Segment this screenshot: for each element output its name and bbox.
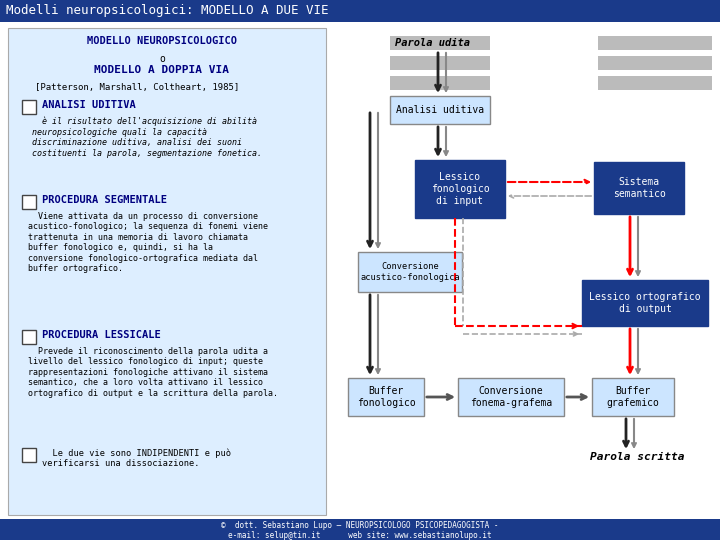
- Bar: [0, 0, 720, 22]
- Bar: [358, 252, 462, 292]
- Bar: [390, 76, 490, 90]
- Text: Sistema
semantico: Sistema semantico: [613, 177, 665, 199]
- Text: Modelli neuropsicologici: MODELLO A DUE VIE: Modelli neuropsicologici: MODELLO A DUE …: [6, 4, 328, 17]
- Text: ©  dott. Sebastiano Lupo — NEUROPSICOLOGO PSICOPEDAGOGISTA -
e-mail: selup@tin.i: © dott. Sebastiano Lupo — NEUROPSICOLOGO…: [221, 521, 499, 540]
- Bar: [8, 28, 326, 515]
- Bar: [348, 378, 424, 416]
- Text: Le due vie sono INDIPENDENTI e può
verificarsi una dissociazione.: Le due vie sono INDIPENDENTI e può verif…: [42, 448, 231, 468]
- Bar: [458, 378, 564, 416]
- Bar: [22, 330, 36, 344]
- Bar: [390, 36, 490, 50]
- Bar: [598, 76, 712, 90]
- Text: ANALISI UDITIVA: ANALISI UDITIVA: [42, 100, 136, 110]
- Text: [Patterson, Marshall, Coltheart, 1985]: [Patterson, Marshall, Coltheart, 1985]: [35, 83, 239, 92]
- Bar: [390, 56, 490, 70]
- Text: Parola scritta: Parola scritta: [590, 452, 685, 462]
- Text: Buffer
fonologico: Buffer fonologico: [356, 386, 415, 408]
- Bar: [22, 195, 36, 209]
- Text: Buffer
grafemico: Buffer grafemico: [606, 386, 660, 408]
- Bar: [594, 162, 684, 214]
- Text: MODELLO NEUROPSICOLOGICO: MODELLO NEUROPSICOLOGICO: [87, 36, 237, 46]
- Bar: [598, 36, 712, 50]
- Bar: [582, 280, 708, 326]
- Bar: [0, 519, 720, 540]
- Bar: [390, 96, 490, 124]
- Text: o: o: [159, 54, 165, 64]
- Text: MODELLO A DOPPIA VIA: MODELLO A DOPPIA VIA: [94, 65, 230, 75]
- Text: Parola udita: Parola udita: [395, 38, 470, 48]
- Text: Viene attivata da un processo di conversione
acustico-fonologico; la sequenza di: Viene attivata da un processo di convers…: [28, 212, 268, 273]
- Bar: [598, 56, 712, 70]
- Text: Prevede il riconoscimento della parola udita a
livello del lessico fonologico di: Prevede il riconoscimento della parola u…: [28, 347, 278, 397]
- Text: è il risultato dell'acquisizione di abilità
neuropsicologiche quali la capacità
: è il risultato dell'acquisizione di abil…: [32, 117, 262, 158]
- Text: Lessico ortografico
di output: Lessico ortografico di output: [589, 292, 701, 314]
- Text: PROCEDURA SEGMENTALE: PROCEDURA SEGMENTALE: [42, 195, 167, 205]
- Bar: [592, 378, 674, 416]
- Text: Conversione
acustico-fonologica: Conversione acustico-fonologica: [360, 262, 460, 282]
- Bar: [22, 448, 36, 462]
- Text: Lessico
fonologico
di input: Lessico fonologico di input: [431, 172, 490, 206]
- Text: PROCEDURA LESSICALE: PROCEDURA LESSICALE: [42, 330, 161, 340]
- Bar: [22, 100, 36, 114]
- Text: Analisi uditiva: Analisi uditiva: [396, 105, 484, 115]
- Bar: [415, 160, 505, 218]
- Text: Conversione
fonema-grafema: Conversione fonema-grafema: [470, 386, 552, 408]
